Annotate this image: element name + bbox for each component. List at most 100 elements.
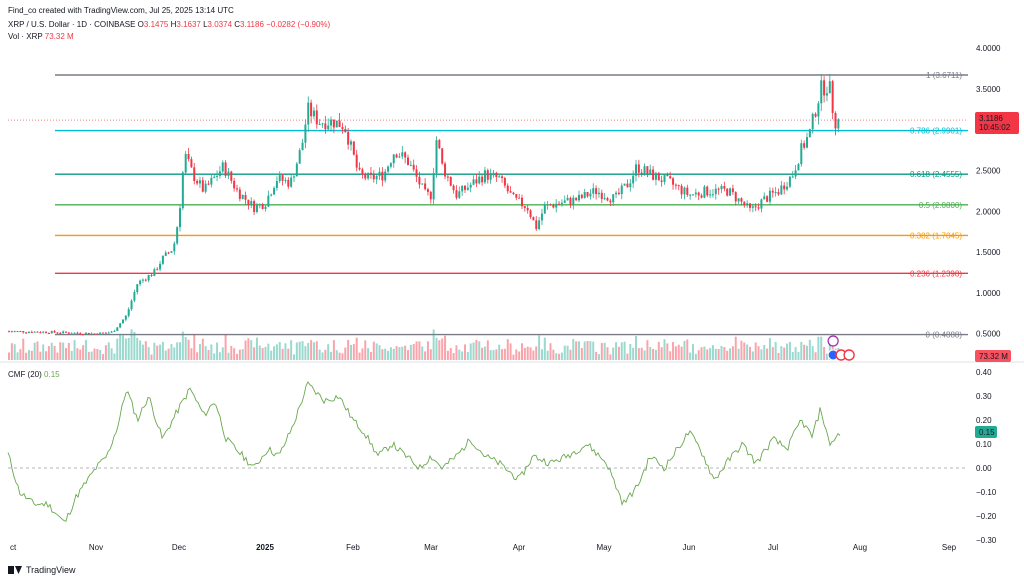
volume-bar xyxy=(96,349,99,360)
candle-body xyxy=(828,81,831,94)
candle-body xyxy=(489,173,492,180)
volume-bar xyxy=(677,344,680,360)
candle-body xyxy=(817,103,820,117)
cmf-axis[interactable]: 0.40 0.30 0.20 0.10 0.00 −0.10 −0.20 −0.30 0.15 xyxy=(975,368,997,545)
volume-bar xyxy=(67,342,70,360)
volume-bar xyxy=(73,340,76,360)
volume-bar xyxy=(589,341,592,360)
candle-body xyxy=(224,162,227,176)
volume-bar xyxy=(350,344,352,360)
volume-bar xyxy=(293,354,295,360)
volume-bar xyxy=(438,340,441,360)
candle-body xyxy=(62,331,65,334)
volume-bar xyxy=(592,341,595,360)
candle-body xyxy=(466,187,469,190)
candle-body xyxy=(315,110,318,125)
candle-body xyxy=(90,333,93,335)
volume-bar xyxy=(717,349,720,360)
volume-bar xyxy=(196,352,199,360)
candle-body xyxy=(344,129,347,133)
volume-bar xyxy=(503,348,506,360)
volume-bar xyxy=(523,347,526,360)
volume-label: Vol · XRP xyxy=(8,32,43,41)
volume-bar xyxy=(156,345,159,360)
volume-bar xyxy=(238,349,241,360)
volume-bar xyxy=(643,350,646,360)
candle-body xyxy=(141,279,144,281)
candle-body xyxy=(740,198,743,202)
candle-body xyxy=(686,187,689,195)
volume-bar xyxy=(327,344,330,360)
candle-body xyxy=(424,183,427,190)
volume-bar xyxy=(483,346,486,360)
candle-body xyxy=(575,197,578,201)
candle-body xyxy=(341,126,344,130)
candle-body xyxy=(398,156,401,158)
candle-body xyxy=(734,192,737,202)
candle-body xyxy=(401,152,404,157)
volume-bar xyxy=(204,346,207,360)
volume-bar xyxy=(549,343,552,360)
candle-body xyxy=(122,319,124,324)
volume-bar xyxy=(794,347,797,360)
volume-bar xyxy=(808,339,811,360)
volume-bar xyxy=(227,352,230,360)
candle-body xyxy=(96,333,99,335)
volume-bar xyxy=(352,344,355,360)
volume-bar xyxy=(255,337,258,360)
candle-body xyxy=(760,199,763,209)
volume-bar xyxy=(187,339,190,360)
volume-bar xyxy=(87,351,90,360)
volume-bar xyxy=(153,342,156,360)
candle-body xyxy=(355,154,358,168)
volume-bar xyxy=(230,345,233,360)
candle-body xyxy=(731,188,734,193)
volume-bar xyxy=(586,341,589,360)
volume-bar xyxy=(526,346,529,360)
volume-bar xyxy=(729,348,732,360)
volume-bar xyxy=(603,342,606,360)
candle-body xyxy=(22,331,25,333)
fibonacci-retracement[interactable]: 1 (3.6711) 0.786 (2.9901) 0.618 (2.4555) 0.… xyxy=(55,71,968,340)
candle-body xyxy=(749,203,751,208)
candle-body xyxy=(825,93,828,96)
candle-body xyxy=(438,140,441,149)
candle-body xyxy=(609,200,612,203)
candle-body xyxy=(201,180,204,192)
candle-body xyxy=(820,80,823,104)
volume-bar xyxy=(392,348,395,360)
candle-body xyxy=(221,162,224,172)
volume-bar xyxy=(597,354,600,360)
volume-bar xyxy=(501,349,504,360)
volume-legend[interactable]: Vol · XRP 73.32 M xyxy=(8,32,74,41)
time-axis[interactable]: ct Nov Dec 2025 Feb Mar Apr May Jun Jul Aug Sep xyxy=(10,543,957,552)
candle-body xyxy=(187,154,190,160)
volume-bar xyxy=(102,354,105,360)
tradingview-footer[interactable]: TradingView xyxy=(8,565,76,575)
candle-body xyxy=(113,331,116,333)
volume-bar xyxy=(806,345,808,360)
volume-bar xyxy=(332,340,335,360)
volume-bar xyxy=(686,339,689,360)
volume-bar xyxy=(646,340,649,360)
candle-body xyxy=(210,177,213,185)
cmf-legend[interactable]: CMF (20) 0.15 xyxy=(8,370,60,379)
volume-bar xyxy=(341,353,344,360)
ohlc-legend[interactable]: XRP / U.S. Dollar · 1D · COINBASE O3.147… xyxy=(8,20,331,29)
candle-body xyxy=(583,192,586,198)
price-axis[interactable]: 4.00003.50003.00002.50002.00001.50001.00… xyxy=(8,44,1019,362)
volume-bar xyxy=(429,349,432,360)
close-value: 3.1186 xyxy=(240,20,264,29)
candle-body xyxy=(464,185,466,190)
candle-body xyxy=(563,200,566,203)
volume-bar xyxy=(768,338,771,360)
volume-bar xyxy=(478,341,481,360)
volume-bar xyxy=(150,354,153,360)
candle-body xyxy=(746,203,749,206)
volume-bar xyxy=(449,347,452,360)
candle-body xyxy=(39,332,42,334)
candle-body xyxy=(255,204,258,212)
cmf-value-badge xyxy=(975,426,997,438)
candle-body xyxy=(606,198,609,201)
